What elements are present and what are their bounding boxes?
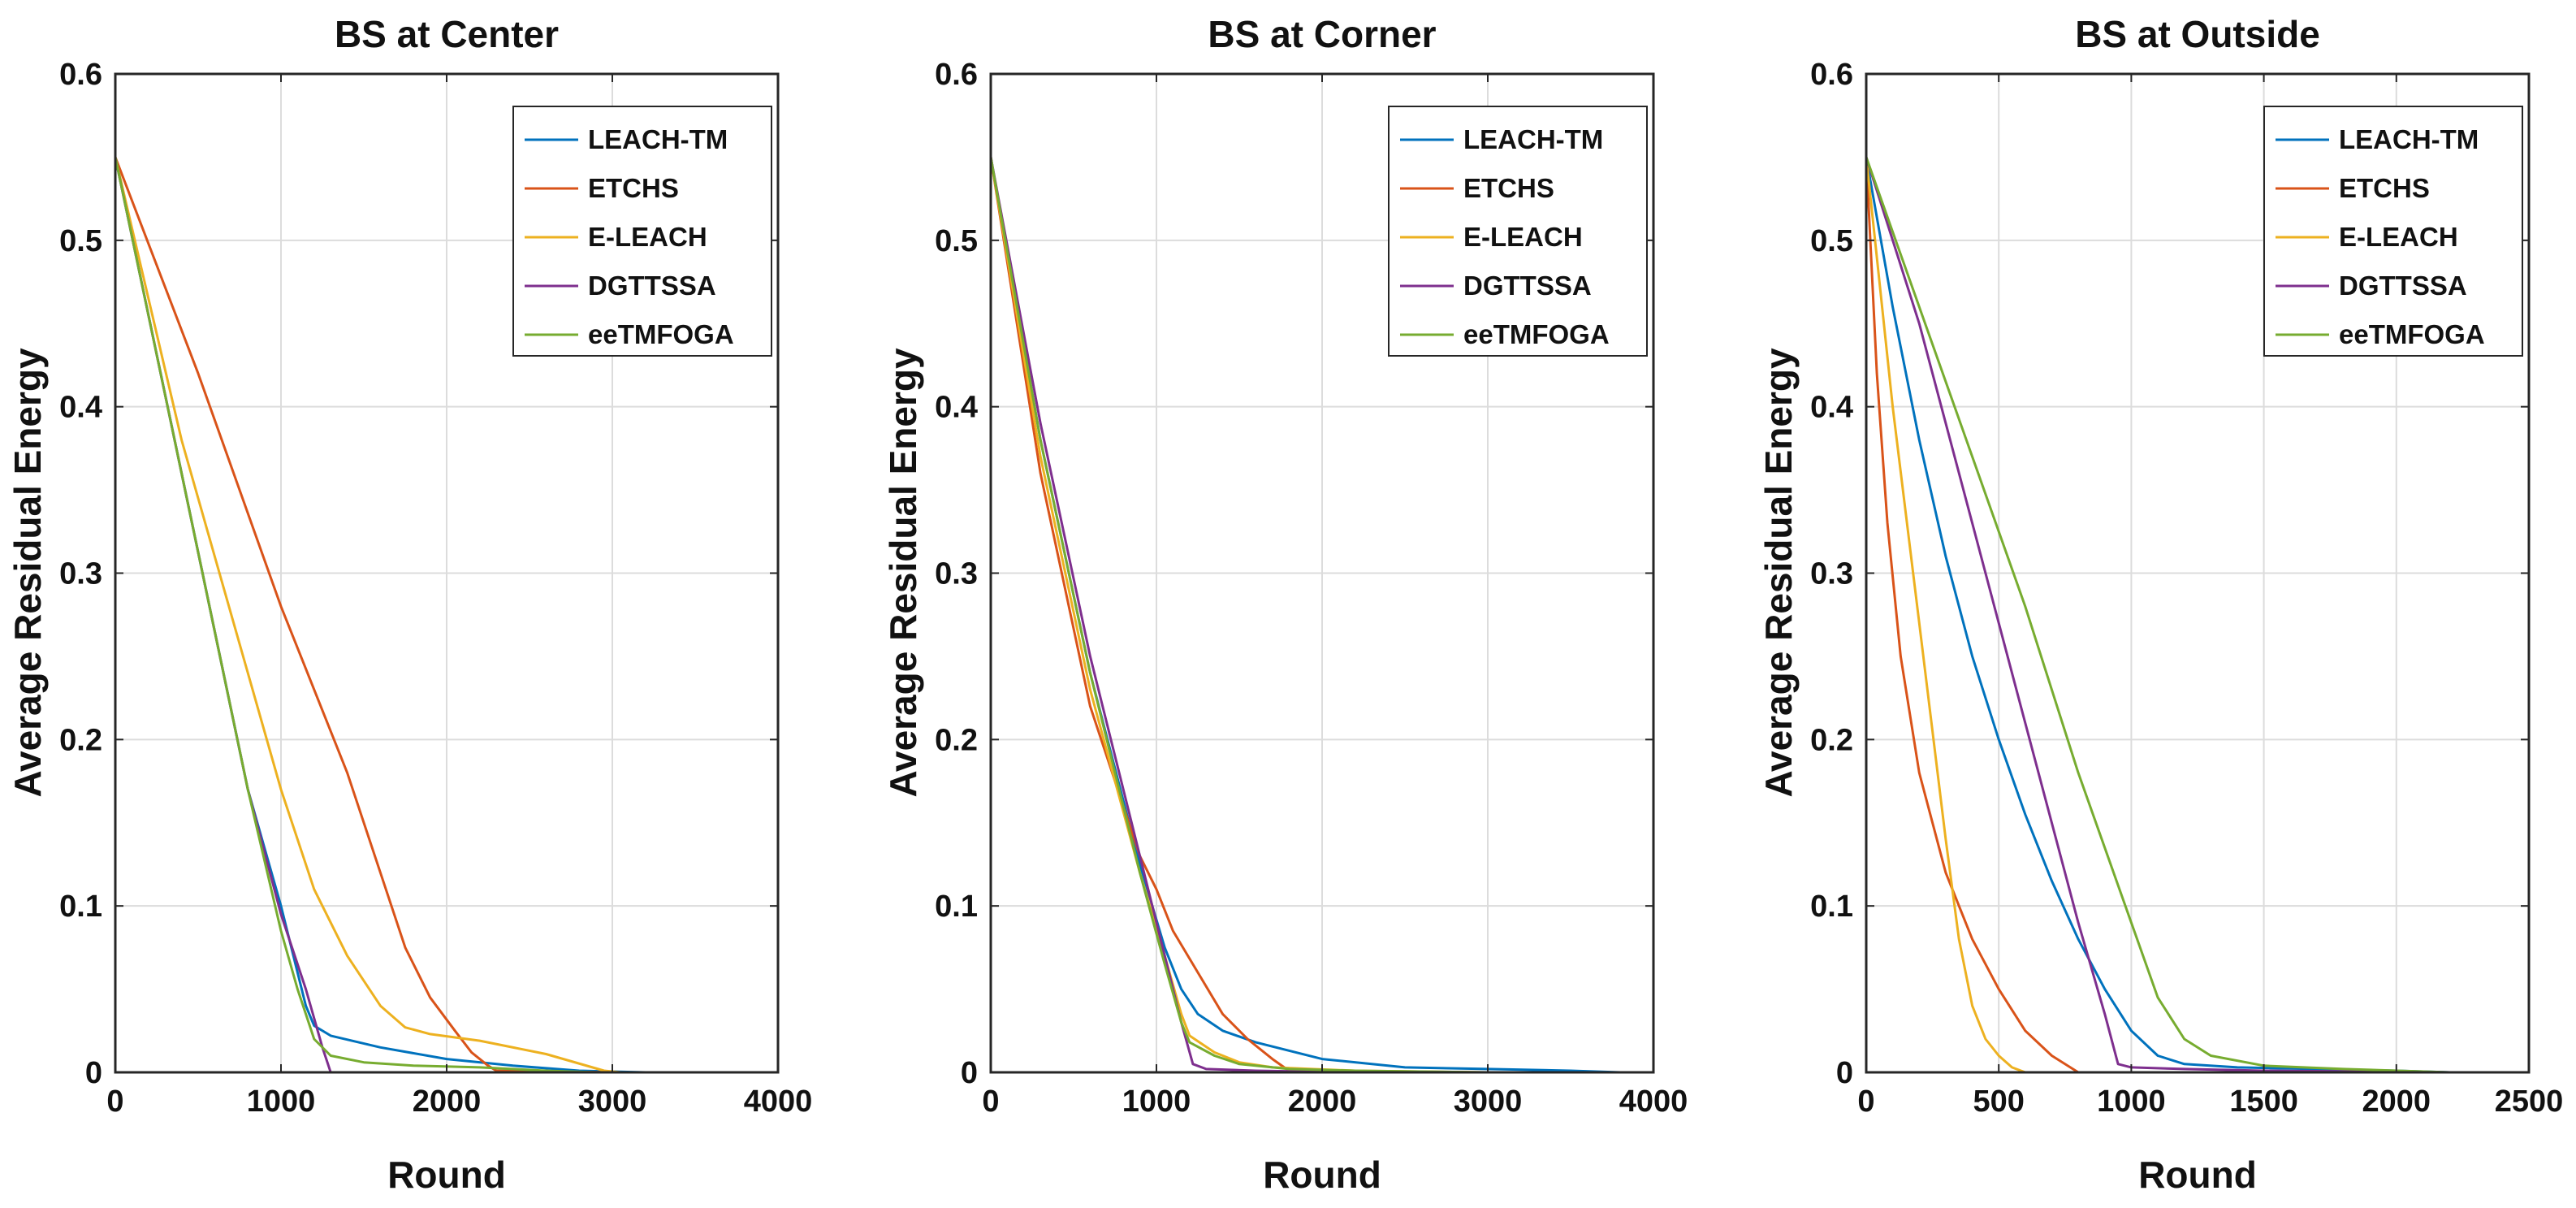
legend-label: E-LEACH [588, 222, 707, 252]
legend-label: ETCHS [588, 173, 679, 203]
tick-marks [115, 73, 779, 1073]
legend-box [2263, 106, 2523, 357]
legend-label: ETCHS [1463, 173, 1554, 203]
grid [991, 74, 1653, 1072]
x-tick-label: 2500 [2495, 1085, 2564, 1119]
legend: LEACH-TM ETCHS E-LEACH DGTTSSA eeTMFOGA [1388, 106, 1648, 357]
legend-label: DGTTSSA [588, 271, 716, 301]
legend-box [512, 106, 772, 357]
y-tick-label: 0.4 [935, 391, 978, 425]
legend-label: DGTTSSA [2339, 271, 2467, 301]
legend-label: eeTMFOGA [2339, 319, 2485, 349]
y-tick-label: 0.1 [59, 890, 102, 924]
x-tick-labels: 0 1000 2000 3000 4000 [106, 1085, 812, 1119]
y-tick-label: 0.5 [1810, 224, 1853, 258]
legend-label: DGTTSSA [1463, 271, 1592, 301]
series-line-dgttssa [1865, 156, 2450, 1074]
x-tick-label: 4000 [744, 1085, 813, 1119]
y-tick-label: 0 [85, 1056, 102, 1090]
x-axis-label: Round [1263, 1154, 1381, 1196]
y-tick-label: 0.5 [935, 224, 978, 258]
x-tick-label: 2000 [413, 1085, 482, 1119]
legend-label: eeTMFOGA [1463, 319, 1610, 349]
y-tick-label: 0 [1836, 1056, 1853, 1090]
x-tick-label: 2000 [2362, 1085, 2431, 1119]
tick-marks [990, 73, 1654, 1073]
y-tick-label: 0.3 [59, 557, 102, 591]
x-tick-labels: 0 500 1000 1500 2000 2500 [1857, 1085, 2563, 1119]
y-axis-label: Average Residual Energy [1757, 348, 1800, 797]
panel-bs-outside: BS at Outside 0 500 1000 1500 2000 2500 00.10… [1757, 13, 2563, 1196]
series-line-eetmfoga [1865, 156, 2450, 1074]
y-tick-label: 0.6 [1810, 58, 1853, 92]
legend-label: LEACH-TM [1463, 124, 1603, 154]
legend-label: LEACH-TM [2339, 124, 2479, 154]
panel-title: BS at Corner [1208, 13, 1436, 55]
series-line-eetmfoga [989, 157, 1489, 1074]
y-tick-labels: 0 0.1 0.2 0.3 0.4 0.5 0.6 [935, 58, 978, 1090]
legend-label: E-LEACH [1463, 222, 1583, 252]
legend: LEACH-TM ETCHS E-LEACH DGTTSSA eeTMFOGA [2263, 106, 2523, 357]
y-tick-label: 0.2 [59, 723, 102, 757]
panel-title: BS at Center [335, 13, 559, 55]
x-tick-label: 3000 [578, 1085, 647, 1119]
y-tick-label: 0.6 [935, 58, 978, 92]
x-tick-label: 4000 [1619, 1085, 1688, 1119]
x-tick-label: 0 [1857, 1085, 1874, 1119]
legend-label: LEACH-TM [588, 124, 728, 154]
y-tick-label: 0.1 [935, 890, 978, 924]
x-axis-label: Round [2138, 1154, 2257, 1196]
y-tick-label: 0.3 [935, 557, 978, 591]
x-tick-label: 0 [106, 1085, 123, 1119]
y-tick-label: 0.2 [1810, 723, 1853, 757]
x-tick-label: 1000 [2097, 1085, 2166, 1119]
panel-bs-center: BS at Center 0 1000 2000 3000 4000 0 0.1 0.2 0.… [6, 13, 812, 1196]
y-tick-label: 0.6 [59, 58, 102, 92]
y-tick-label: 0.5 [59, 224, 102, 258]
x-axis-label: Round [387, 1154, 506, 1196]
y-tick-label: 0.3 [1810, 557, 1853, 591]
series-line-eetmfoga [114, 157, 596, 1074]
legend-label: E-LEACH [2339, 222, 2458, 252]
series-line-e-leach [114, 157, 621, 1074]
y-tick-label: 0.4 [59, 391, 102, 425]
x-tick-label: 2000 [1288, 1085, 1357, 1119]
y-tick-label: 0.2 [935, 723, 978, 757]
y-axis-label: Average Residual Energy [6, 348, 49, 797]
legend-box [1388, 106, 1648, 357]
x-tick-label: 1000 [247, 1085, 316, 1119]
series-line-etchs [114, 156, 613, 1074]
legend-label: eeTMFOGA [588, 319, 734, 349]
x-tick-label: 500 [1973, 1085, 2024, 1119]
x-tick-label: 1500 [2229, 1085, 2298, 1119]
x-tick-label: 0 [982, 1085, 999, 1119]
x-tick-label: 1000 [1122, 1085, 1191, 1119]
panel-bs-corner: BS at Corner 0 1000 2000 3000 4000 0 0.1 0.2 0.… [882, 13, 1688, 1196]
y-axis-label: Average Residual Energy [882, 348, 924, 797]
y-tick-labels: 0 0.1 0.2 0.3 0.4 0.5 0.6 [1810, 58, 1853, 1090]
legend-label: ETCHS [2339, 173, 2430, 203]
x-tick-labels: 0 1000 2000 3000 4000 [982, 1085, 1688, 1119]
y-tick-label: 0 [961, 1056, 978, 1090]
y-tick-label: 0.4 [1810, 391, 1853, 425]
x-tick-label: 3000 [1454, 1085, 1523, 1119]
y-tick-labels: 0 0.1 0.2 0.3 0.4 0.5 0.6 [59, 58, 102, 1090]
legend: LEACH-TM ETCHS E-LEACH DGTTSSA eeTMFOGA [512, 106, 772, 357]
panel-title: BS at Outside [2075, 13, 2320, 55]
y-tick-label: 0.1 [1810, 890, 1853, 924]
